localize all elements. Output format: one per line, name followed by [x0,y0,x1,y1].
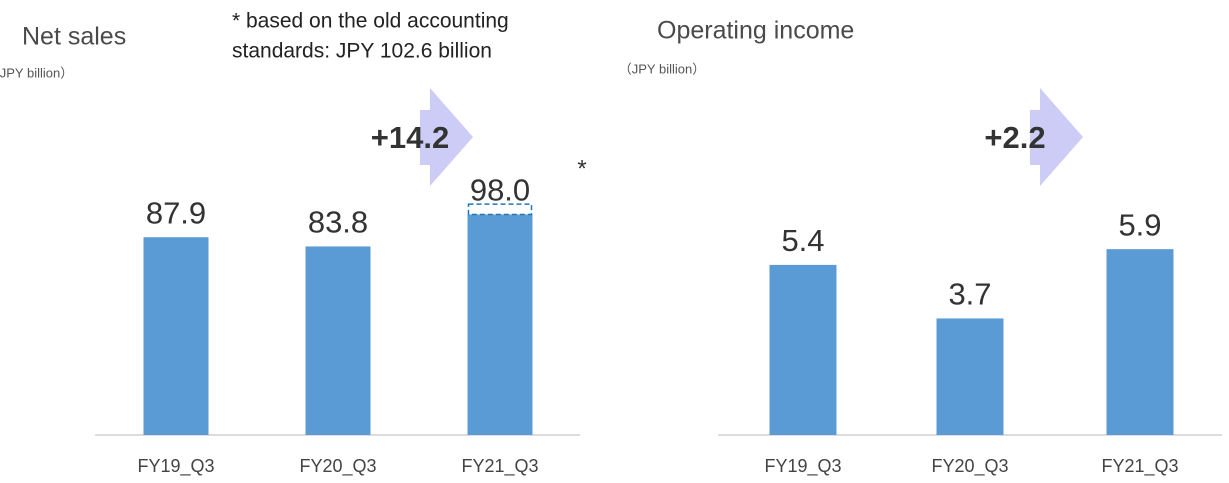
data-label: 5.4 [781,223,824,258]
annotation: * based on the old accounting [232,10,509,33]
x-tick-label: FY21_Q3 [461,456,538,477]
change-label: +14.2 [371,120,449,155]
data-label: 98.0 [470,173,530,208]
bar [467,214,533,435]
annotation: standards: JPY 102.6 billion [232,40,492,63]
data-label: 5.9 [1118,207,1161,242]
chart-subtitle: （JPY billion） [0,65,73,80]
bar [1106,249,1174,435]
data-label: 83.8 [308,205,368,240]
chart-title: Net sales [22,23,126,51]
reference-marker: * [577,155,586,182]
change-arrow [420,88,473,186]
chart-title: Operating income [657,17,854,45]
data-label: 3.7 [948,277,991,312]
change-label: +2.2 [984,120,1045,155]
reference-box [467,203,533,216]
data-label: 87.9 [146,195,206,230]
x-tick-label: FY19_Q3 [137,456,214,477]
change-arrow [1030,88,1083,186]
x-tick-label: FY21_Q3 [1101,456,1178,477]
bar [769,264,837,435]
chart-subtitle: （JPY billion） [619,61,705,76]
x-tick-label: FY20_Q3 [931,456,1008,477]
bar [143,237,209,435]
x-tick-label: FY19_Q3 [764,456,841,477]
x-tick-label: FY20_Q3 [299,456,376,477]
bar [936,318,1004,435]
bar [305,246,371,435]
